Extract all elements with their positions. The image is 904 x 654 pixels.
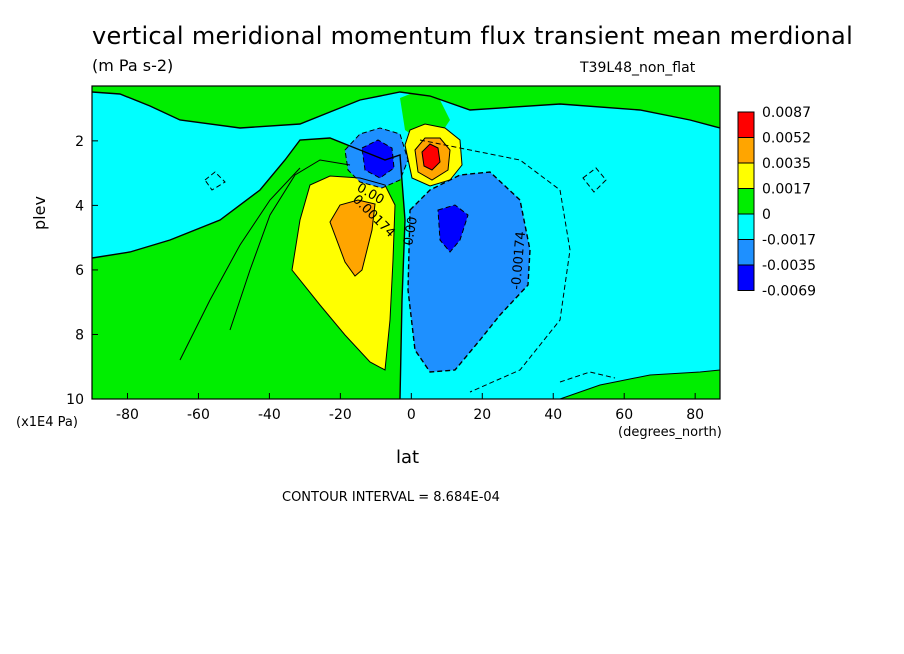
- x-tick-label: 0: [407, 407, 416, 423]
- y-tick-label: 10: [66, 392, 84, 408]
- x-tick-label: 80: [686, 407, 704, 423]
- x-axis: -80 -60 -40 -20 0 20 40 60 80: [116, 393, 704, 423]
- colorbar-label: 0.0017: [762, 182, 811, 198]
- colorbar-label: 0.0035: [762, 156, 811, 172]
- y-axis: 2 4 6 8 10: [66, 134, 98, 408]
- y-tick-label: 2: [75, 134, 84, 150]
- x-tick-label: -60: [187, 407, 210, 423]
- colorbar-swatch: [737, 137, 755, 164]
- chart-title: vertical meridional momentum flux transi…: [92, 22, 854, 50]
- x-tick-label: 60: [615, 407, 633, 423]
- contour-label-3: 0.00: [401, 216, 421, 247]
- x-tick-label: -40: [258, 407, 281, 423]
- contour-label-4: -0.00174: [509, 231, 529, 291]
- colorbar-swatch: [737, 188, 755, 215]
- colorbar-label: 0: [762, 207, 771, 223]
- band-upper-darkblue: [362, 140, 394, 178]
- y-tick-label: 6: [75, 263, 84, 279]
- y-tick-label: 8: [75, 327, 84, 343]
- colorbar-swatch: [737, 111, 755, 138]
- contour-interval-note: CONTOUR INTERVAL = 8.684E-04: [282, 490, 500, 505]
- x-axis-unit: (degrees_north): [618, 425, 722, 440]
- colorbar: 0.0087 0.0052 0.0035 0.0017 0 -0.0017 -0.0035 -…: [737, 105, 816, 300]
- colorbar-label: -0.0069: [762, 284, 816, 300]
- experiment-label: T39L48_non_flat: [580, 60, 696, 76]
- x-tick-label: -20: [329, 407, 352, 423]
- x-tick-label: -80: [116, 407, 139, 423]
- contour-fill: [92, 86, 720, 399]
- y-tick-label: 4: [75, 198, 84, 214]
- band-north-surface: [560, 370, 720, 399]
- plot-frame: [91, 85, 721, 400]
- colorbar-swatch: [737, 213, 755, 240]
- colorbar-swatch: [737, 239, 755, 266]
- colorbar-label: -0.0017: [762, 233, 816, 249]
- colorbar-swatch: [737, 264, 755, 291]
- band-north-darkblue: [438, 205, 468, 252]
- band-south-orange: [330, 200, 375, 276]
- x-axis-label: lat: [396, 447, 420, 468]
- colorbar-label: 0.0052: [762, 131, 811, 147]
- x-tick-label: 20: [473, 407, 491, 423]
- colorbar-label: 0.0087: [762, 105, 811, 121]
- band-upper-red: [422, 144, 440, 170]
- contour-lines: [92, 91, 720, 399]
- colorbar-swatch: [737, 162, 755, 189]
- colorbar-label: -0.0035: [762, 258, 816, 274]
- x-tick-label: 40: [544, 407, 562, 423]
- chart-units: (m Pa s-2): [92, 56, 174, 75]
- y-axis-unit: (x1E4 Pa): [16, 415, 78, 430]
- band-upper-positive: [92, 86, 720, 128]
- contour-lines-negative: [204, 127, 616, 393]
- band-north-blue: [408, 172, 530, 372]
